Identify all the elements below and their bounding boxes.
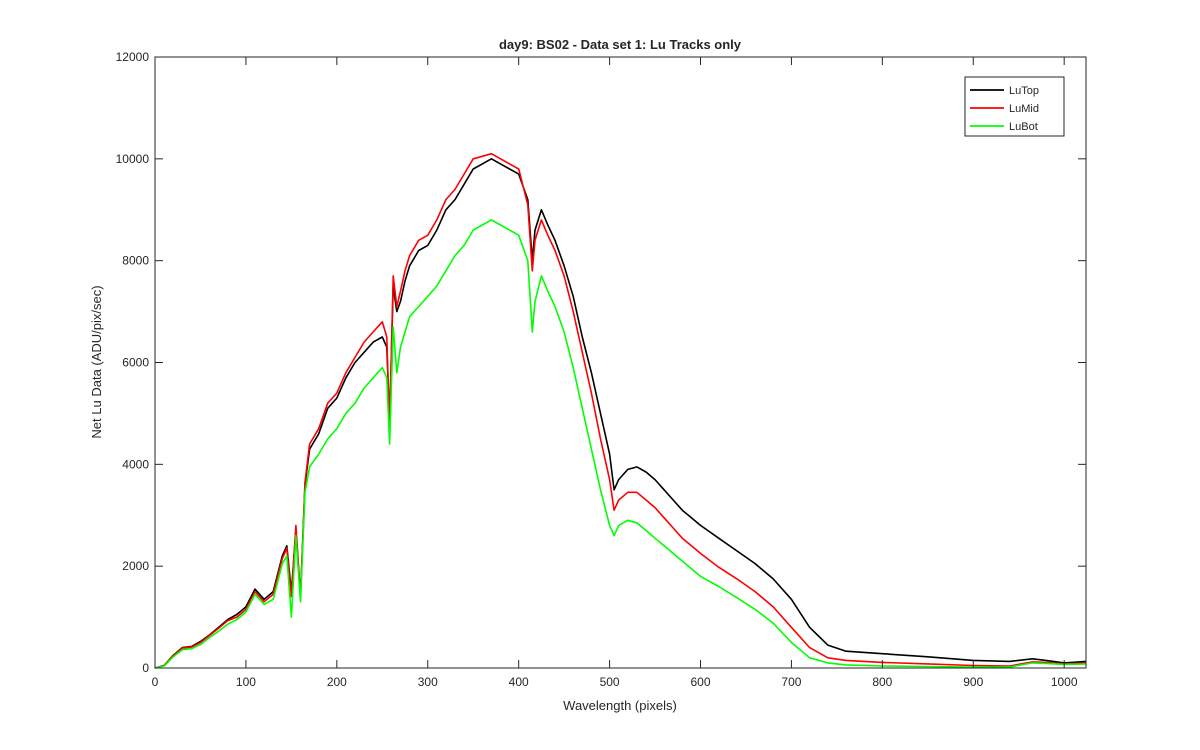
- legend-label-lubot: LuBot: [1009, 121, 1038, 133]
- x-tick-label: 300: [418, 675, 438, 689]
- x-tick-label: 900: [963, 675, 983, 689]
- x-tick-label: 700: [781, 675, 801, 689]
- x-tick-label: 200: [327, 675, 347, 689]
- y-tick-label: 8000: [122, 254, 149, 268]
- legend-label-lumid: LuMid: [1009, 103, 1039, 115]
- y-tick-label: 0: [142, 661, 149, 675]
- x-tick-label: 500: [600, 675, 620, 689]
- y-axis-label: Net Lu Data (ADU/pix/sec): [89, 285, 104, 438]
- y-axis: 0 2000 4000 6000 8000 10000 12000: [116, 50, 1086, 675]
- x-tick-label: 600: [690, 675, 710, 689]
- y-tick-label: 12000: [116, 50, 150, 64]
- series-line-lumid: [154, 152, 1087, 669]
- y-tick-label: 2000: [122, 559, 149, 573]
- x-tick-label: 800: [872, 675, 892, 689]
- x-tick-label: 1000: [1051, 675, 1078, 689]
- y-tick-label: 6000: [122, 356, 149, 370]
- series-line-lutop: [154, 158, 1087, 669]
- plot-area-background: [155, 57, 1086, 668]
- chart-title: day9: BS02 - Data set 1: Lu Tracks only: [499, 37, 742, 52]
- x-tick-label: 400: [509, 675, 529, 689]
- x-tick-label: 0: [152, 675, 159, 689]
- series-group: [154, 152, 1087, 669]
- legend: LuTop LuMid LuBot: [964, 76, 1065, 137]
- x-axis: 0 100 200 300 400 500 600 700 800 900 1000: [152, 57, 1078, 689]
- x-tick-label: 100: [236, 675, 256, 689]
- y-tick-label: 10000: [116, 152, 150, 166]
- legend-label-lutop: LuTop: [1009, 85, 1039, 97]
- series-line-lubot: [154, 219, 1087, 669]
- x-axis-label: Wavelength (pixels): [563, 698, 677, 713]
- y-tick-label: 4000: [122, 457, 149, 471]
